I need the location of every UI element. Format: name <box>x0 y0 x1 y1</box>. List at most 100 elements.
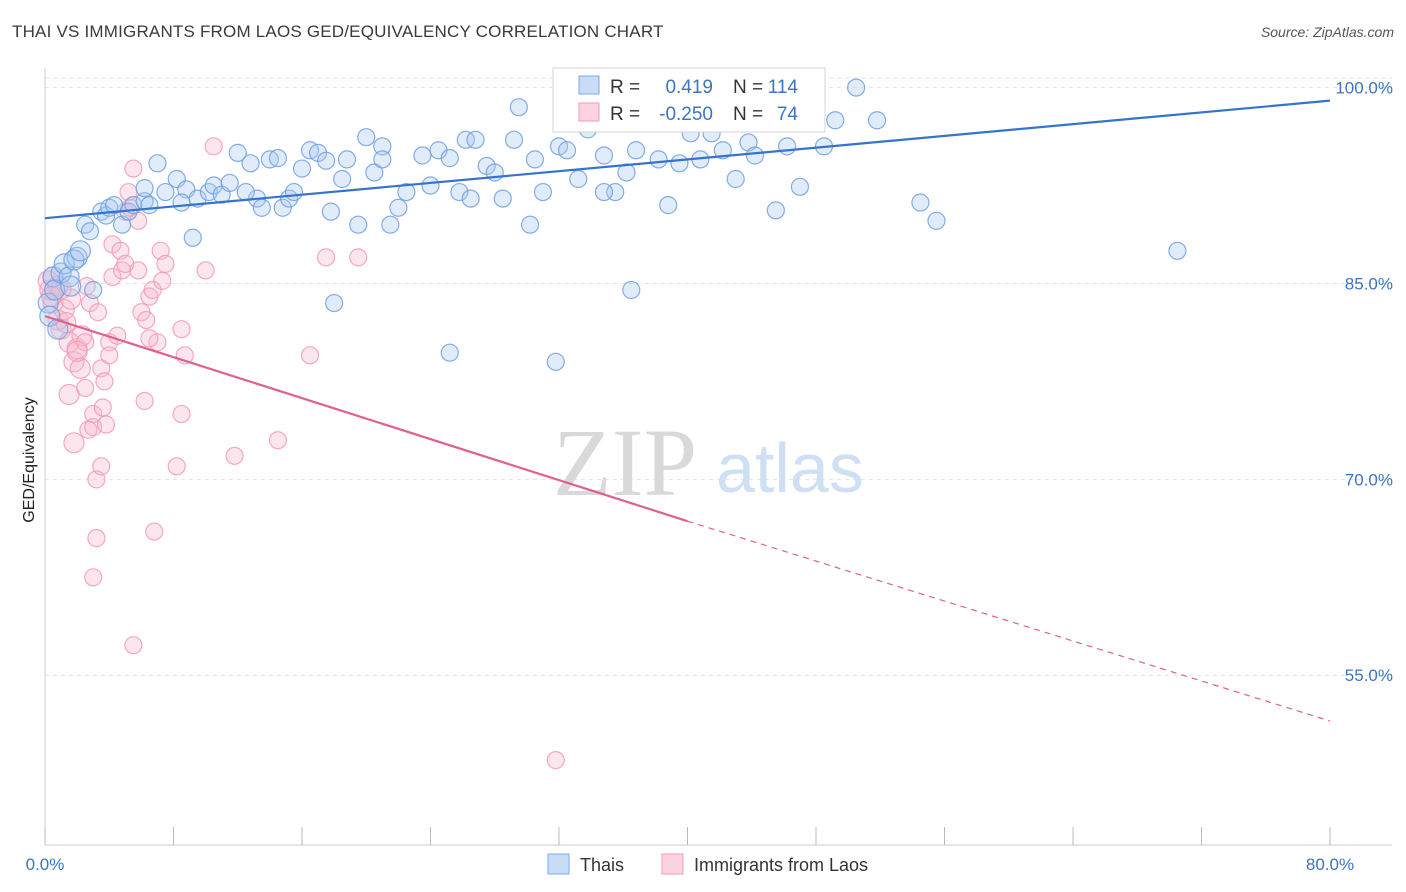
bottom-legend-swatch-laos <box>661 853 684 875</box>
laos-point <box>225 446 244 465</box>
laos-point <box>546 751 565 770</box>
laos-point <box>100 346 119 365</box>
y-axis-title: GED/Equivalency <box>21 397 38 522</box>
thais-point <box>826 111 845 130</box>
thais-point <box>670 154 689 173</box>
trend-lines <box>44 99 1331 722</box>
thais-point <box>927 211 946 230</box>
laos-point <box>84 404 103 424</box>
laos-point <box>140 329 159 348</box>
axes <box>44 68 1392 846</box>
thais-point <box>148 154 167 173</box>
thais-point <box>847 78 866 97</box>
thais-point <box>252 198 271 217</box>
thais-point <box>135 179 154 198</box>
thais-point <box>533 182 553 202</box>
thais-point <box>357 128 376 147</box>
laos-point <box>172 404 191 424</box>
thais-point <box>421 176 440 195</box>
top-legend: R = 0.419 N = 114 R = -0.250 N = 74 <box>552 67 826 133</box>
thais-trend-line <box>44 99 1331 220</box>
laos-point <box>349 248 368 267</box>
x-tick-label: 0.0% <box>26 855 65 874</box>
thais-point <box>58 266 80 288</box>
thais-point <box>440 343 459 362</box>
legend-r-value-thais: 0.419 <box>665 77 713 98</box>
laos-point <box>84 568 103 587</box>
legend-r-label-laos: R = <box>610 104 640 125</box>
legend-n-label-thais: N = <box>733 77 763 98</box>
thais-point <box>172 193 191 212</box>
thais-point <box>80 222 100 241</box>
legend-r-label-thais: R = <box>610 77 640 98</box>
thais-point <box>520 215 540 234</box>
thais-point <box>557 141 577 160</box>
thais-point <box>273 198 292 217</box>
laos-point <box>96 415 116 434</box>
thais-point <box>373 137 392 156</box>
laos-point <box>124 159 143 178</box>
laos-point <box>66 340 88 362</box>
laos-point <box>268 431 288 450</box>
thais-point <box>622 280 641 300</box>
laos-point <box>116 254 135 273</box>
thais-point <box>284 182 304 202</box>
legend-swatch-thais <box>578 75 600 95</box>
thais-point <box>911 193 930 212</box>
legend-n-label-laos: N = <box>733 104 763 125</box>
thais-point <box>381 215 400 234</box>
thais-point <box>659 196 678 215</box>
thais-point <box>626 141 646 160</box>
laos-point <box>153 271 172 290</box>
watermark-atlas: atlas <box>716 429 864 507</box>
thais-point <box>569 169 588 189</box>
tick-labels: 55.0% 70.0% 85.0% 100.0% 0.0% 80.0% <box>26 79 1393 874</box>
laos-point <box>92 457 111 476</box>
legend-swatch-laos <box>578 102 600 122</box>
laos-point <box>143 280 162 300</box>
thais-point <box>726 169 745 189</box>
thais-point <box>268 149 288 168</box>
thais-point <box>228 143 247 162</box>
thais-point <box>649 150 668 169</box>
thais-point <box>466 130 485 149</box>
laos-point <box>300 346 320 365</box>
thais-point <box>236 182 255 202</box>
laos-point <box>172 320 191 339</box>
thais-point <box>413 146 432 165</box>
zipatlas-watermark: ZIP atlas <box>553 409 864 516</box>
laos-point <box>87 529 106 548</box>
y-tick-label: 100.0% <box>1335 79 1393 98</box>
laos-point <box>156 254 175 273</box>
thais-point <box>1168 241 1187 260</box>
laos-trend-line <box>44 315 688 523</box>
y-tick-label: 70.0% <box>1345 470 1393 489</box>
thais-point <box>183 228 202 247</box>
laos-point <box>204 137 223 156</box>
thais-point <box>140 196 159 215</box>
laos-point <box>137 310 156 330</box>
laos-point <box>167 457 186 476</box>
thais-point <box>745 146 765 165</box>
thais-point <box>389 198 408 217</box>
laos-point <box>63 432 85 454</box>
thais-point <box>777 137 797 156</box>
bottom-legend-swatch-thais <box>547 853 570 875</box>
thais-point <box>456 130 475 149</box>
thais-point <box>60 275 82 297</box>
laos-point <box>135 391 154 411</box>
laos-point <box>103 267 122 287</box>
thais-point <box>69 240 91 262</box>
laos-point <box>76 333 95 352</box>
source-label: Source: ZipAtlas.com <box>1260 24 1394 40</box>
thais-point <box>349 215 368 234</box>
thais-point <box>373 150 392 169</box>
laos-trend-extension <box>687 520 1331 722</box>
thais-point <box>156 182 175 202</box>
watermark-zip: ZIP <box>553 409 697 516</box>
legend-n-value-thais: 114 <box>768 77 799 98</box>
bottom-legend-label-thais: Thais <box>580 855 624 875</box>
thais-point <box>766 201 785 220</box>
thais-point <box>504 130 524 149</box>
